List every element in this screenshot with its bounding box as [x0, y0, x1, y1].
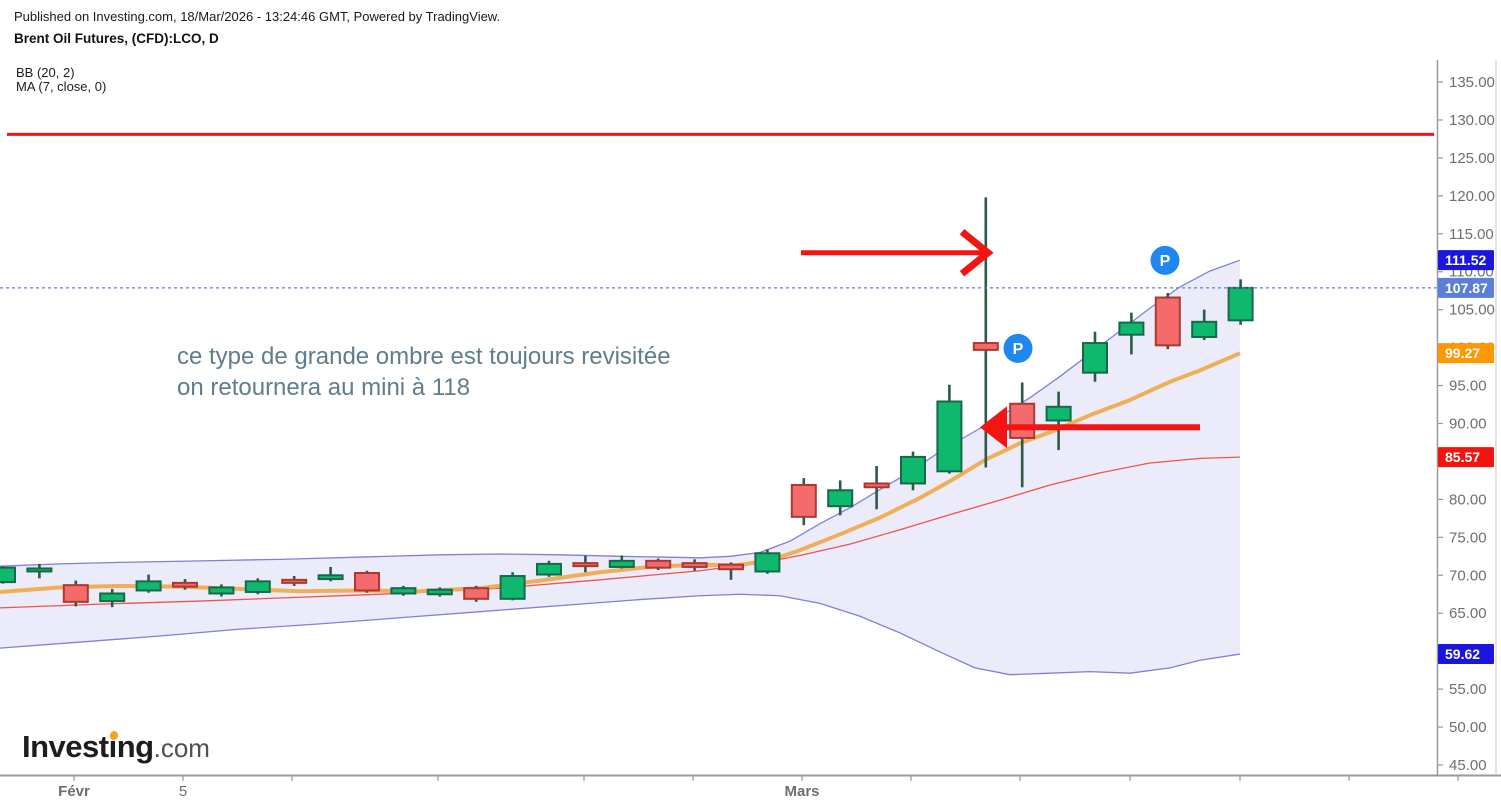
svg-text:80.00: 80.00 — [1449, 491, 1487, 508]
price-badge: 99.27 — [1438, 343, 1494, 364]
logo-suffix-text: .com — [153, 733, 210, 763]
svg-text:95.00: 95.00 — [1449, 378, 1487, 395]
svg-text:125.00: 125.00 — [1449, 150, 1495, 167]
svg-text:59.62: 59.62 — [1445, 646, 1480, 662]
candle — [827, 480, 854, 516]
svg-text:105.00: 105.00 — [1449, 302, 1495, 319]
svg-text:45.00: 45.00 — [1449, 757, 1487, 774]
candle — [208, 584, 235, 597]
indicator-bb-label: BB (20, 2) — [16, 65, 75, 80]
candle — [281, 576, 308, 586]
candle — [645, 558, 672, 570]
symbol-title: Brent Oil Futures, (CFD):LCO, D — [14, 31, 219, 46]
investing-logo: Investing.com — [22, 729, 210, 765]
svg-text:75.00: 75.00 — [1449, 529, 1487, 546]
candle — [244, 578, 271, 595]
candle — [1009, 382, 1036, 488]
red-arrow-left[interactable] — [980, 406, 1200, 449]
svg-text:120.00: 120.00 — [1449, 188, 1495, 205]
candle — [681, 559, 708, 571]
candle — [1154, 292, 1181, 350]
svg-text:135.00: 135.00 — [1449, 74, 1495, 91]
candle — [536, 560, 562, 577]
logo-brand-text: Investing — [22, 729, 154, 764]
bollinger-band — [0, 259, 1241, 676]
candle — [426, 587, 453, 597]
svg-text:90.00: 90.00 — [1449, 416, 1487, 433]
svg-text:P: P — [1013, 341, 1024, 358]
svg-text:115.00: 115.00 — [1449, 226, 1494, 243]
svg-text:107.87: 107.87 — [1445, 280, 1488, 296]
candle — [1045, 391, 1072, 451]
candle — [1227, 279, 1254, 325]
candle — [99, 588, 126, 608]
candle — [172, 579, 198, 590]
svg-text:5: 5 — [179, 783, 187, 800]
indicator-ma-label: MA (7, close, 0) — [16, 79, 107, 94]
p-marker[interactable]: P — [1150, 245, 1180, 275]
candle — [390, 585, 417, 596]
svg-text:99.27: 99.27 — [1445, 345, 1480, 361]
svg-text:Févr: Févr — [58, 783, 90, 800]
candle — [499, 572, 526, 601]
candle — [135, 574, 162, 593]
price-badge: 85.57 — [1438, 447, 1494, 468]
svg-text:55.00: 55.00 — [1449, 681, 1487, 698]
candle — [900, 451, 926, 491]
svg-text:50.00: 50.00 — [1449, 719, 1487, 736]
candle — [972, 197, 999, 468]
svg-text:85.57: 85.57 — [1445, 449, 1480, 465]
svg-text:65.00: 65.00 — [1449, 605, 1487, 622]
published-line: Published on Investing.com, 18/Mar/2026 … — [14, 9, 501, 24]
candle — [317, 566, 344, 582]
p-marker[interactable]: P — [1003, 333, 1033, 363]
price-badge: 111.52 — [1438, 250, 1494, 271]
svg-text:P: P — [1160, 253, 1171, 270]
svg-text:130.00: 130.00 — [1449, 112, 1495, 129]
candle — [354, 570, 380, 593]
candle — [62, 580, 89, 607]
candle — [1082, 331, 1108, 382]
price-badge: 59.62 — [1438, 644, 1494, 665]
candle — [463, 585, 490, 602]
svg-text:111.52: 111.52 — [1445, 252, 1486, 268]
indicator-legend: BB (20, 2) MA (7, close, 0) — [16, 66, 106, 94]
svg-text:70.00: 70.00 — [1449, 567, 1487, 584]
candle — [1191, 309, 1218, 341]
candle — [608, 555, 635, 569]
candles — [0, 197, 1254, 608]
candle — [572, 555, 599, 573]
candle — [790, 478, 817, 526]
svg-text:Mars: Mars — [784, 783, 819, 800]
price-badge: 107.87 — [1438, 277, 1494, 298]
candle — [0, 566, 16, 584]
red-arrow-right[interactable] — [801, 229, 994, 277]
axes[interactable]: 135.00130.00125.00120.00115.00110.00105.… — [0, 60, 1501, 800]
candle — [26, 563, 53, 579]
candle — [754, 549, 781, 574]
candle — [863, 465, 890, 510]
candle — [936, 384, 963, 474]
candle — [1118, 312, 1145, 355]
candle — [718, 562, 744, 580]
